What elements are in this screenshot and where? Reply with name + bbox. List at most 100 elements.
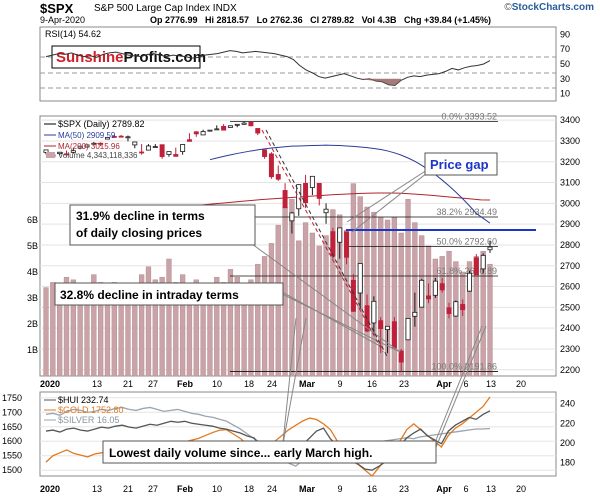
price-axis: 3400 3300 3200 3100 3000 2900 2800 2700 2600 2500… [560, 115, 580, 375]
symbol-label: $SPX [40, 1, 74, 16]
candle-body [255, 128, 261, 134]
metals-left-tick: 1750 [2, 393, 22, 403]
rsi-oversold-fill [363, 78, 402, 86]
volume-tick-label: 5B [27, 241, 38, 251]
volume-bar [323, 235, 329, 377]
volume-bar [173, 282, 179, 377]
volume-pointer-c [431, 325, 483, 451]
volume-tick-label: 4B [27, 267, 38, 277]
rsi-tick-label: 10 [560, 89, 570, 99]
candle-body [378, 320, 384, 329]
watermark-part-b: Profits.com [124, 49, 207, 66]
decline-dash-red [261, 129, 384, 353]
volume-bar [166, 258, 172, 377]
price-tick-label: 3200 [560, 157, 580, 167]
volume-bar [466, 261, 473, 377]
x-tick-label: 24 [267, 379, 277, 389]
candle-body [337, 227, 343, 243]
watermark-part-a: Sunshine [56, 49, 124, 66]
pointer-gap-b [351, 172, 428, 233]
price-legend: $SPX (Daily) 2789.82 MA(50) 2909.59 MA(2… [44, 119, 145, 160]
x-tick-label: 27 [148, 379, 158, 389]
price-tick-label: 3300 [560, 136, 580, 146]
x-tick-label: Apr [436, 484, 452, 494]
candle-body [180, 144, 186, 152]
fib-label: 0.0% 3393.52 [441, 112, 497, 122]
price-tick-label: 3000 [560, 198, 580, 208]
x-tick-label: 13 [92, 484, 102, 494]
volume-bar [460, 271, 466, 377]
volume-bar [220, 282, 227, 377]
exchange-label: INDX [212, 3, 237, 14]
candle-body [268, 153, 274, 178]
candle-body [262, 149, 268, 157]
price-tick-label: 2700 [560, 261, 580, 271]
candle-body [98, 142, 104, 145]
x-tick-label: Mar [299, 484, 316, 494]
candle-body [323, 208, 329, 214]
candle-body [453, 301, 459, 317]
candle-body [227, 125, 233, 128]
price-tick-label: 2500 [560, 302, 580, 312]
volume-pointer-a [282, 317, 297, 443]
candle-body [104, 137, 110, 140]
price-tick-label: 2200 [560, 365, 580, 375]
candlesticks [43, 121, 493, 372]
price-panel: 0.0% 3393.52 38.2% 2934.49 50.0% 2792.60 61… [27, 112, 580, 377]
candle-body [385, 325, 391, 331]
volume-bar [63, 276, 70, 377]
volume-tick-label: 1B [27, 345, 38, 355]
candle-body [275, 174, 281, 180]
candle-body [487, 246, 493, 251]
candle-body [419, 279, 425, 308]
decline-closing-line1: 31.9% decline in terms [76, 209, 205, 223]
volume-bar [439, 256, 445, 377]
volume-bar [43, 287, 49, 377]
metals-legend: $HUI 232.74 $GOLD 1752.80 $SILVER 16.05 [44, 395, 124, 425]
volume-bar [159, 276, 165, 377]
rsi-panel: RSI(14) 54.62 SunshineProfits.com 90 70 50… [39, 26, 570, 102]
fib-label: 100.0% 2191.86 [431, 361, 497, 371]
volume-bar [255, 263, 261, 377]
x-tick-label: Feb [177, 379, 194, 389]
volume-bar [145, 266, 152, 377]
volume-bar [405, 198, 411, 377]
volume-bar [487, 263, 493, 377]
x-tick-label: 18 [244, 484, 254, 494]
price-gap-label: Price gap [430, 157, 489, 172]
price-tick-label: 2900 [560, 219, 580, 229]
metals-left-tick: 1650 [2, 422, 22, 432]
instrument-name: S&P 500 Large Cap Index INDX [94, 3, 237, 14]
x-tick-label: 20 [516, 379, 526, 389]
pointer-intraday-b [281, 291, 381, 347]
candle-body [330, 231, 336, 257]
x-tick-label: 16 [367, 379, 377, 389]
candle-body [473, 257, 479, 276]
x-tick-label: 16 [367, 484, 377, 494]
candle-body [91, 142, 97, 145]
volume-bar [50, 282, 56, 377]
candle-body [316, 182, 322, 199]
brand-label: ©StockCharts.com [504, 2, 594, 13]
legend-ma50: MA(50) 2909.59 [58, 131, 116, 140]
candle-body [234, 123, 240, 126]
ma50-line [209, 144, 491, 224]
metals-left-axis: 1750 1700 1650 1600 1550 1500 [2, 393, 22, 475]
volume-tick-label: 2B [27, 319, 38, 329]
x-tick-label: 27 [148, 484, 158, 494]
candle-body [426, 295, 432, 300]
candle-body [111, 135, 117, 138]
candle-body [296, 184, 302, 210]
volume-bar [391, 217, 398, 377]
candle-body [282, 190, 288, 209]
candle-body [118, 135, 124, 138]
metals-left-tick: 1500 [2, 465, 22, 475]
x-tick-label: 10 [212, 379, 222, 389]
candle-body [480, 254, 486, 270]
volume-pointer-d [433, 325, 487, 453]
price-tick-label: 3100 [560, 178, 580, 188]
candle-body [398, 350, 404, 363]
candle-body [159, 144, 165, 157]
candle-body [139, 151, 145, 154]
volume-bar [432, 258, 439, 377]
